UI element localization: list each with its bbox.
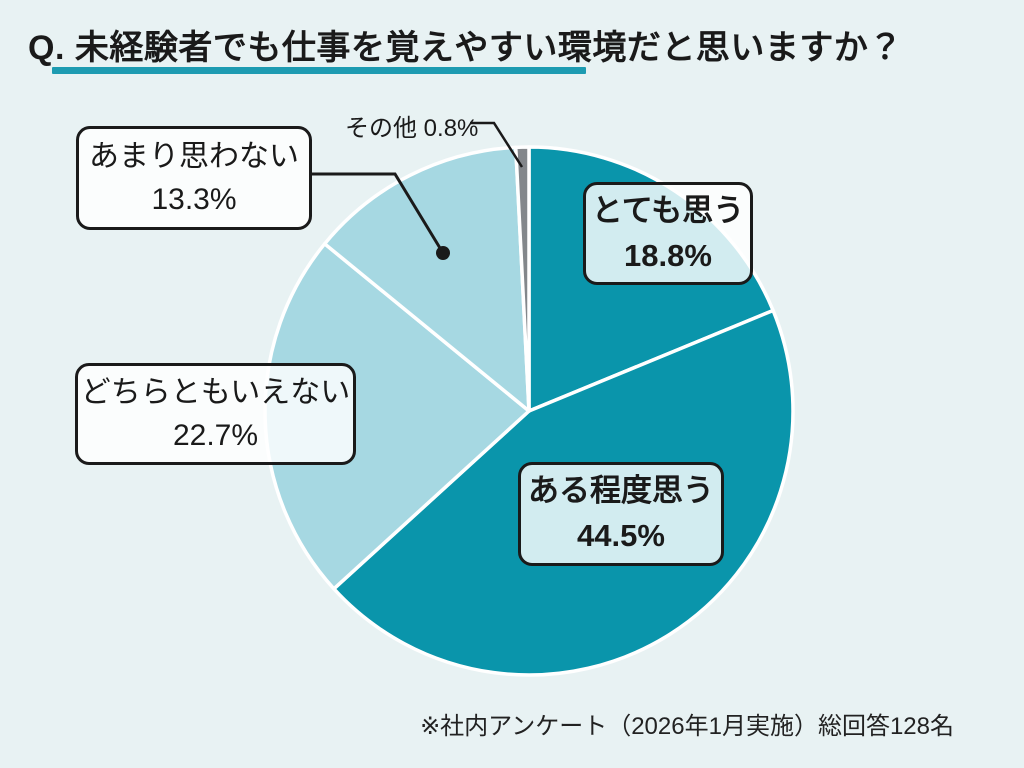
callout-dochiratomo-ienai: どちらともいえない 22.7% <box>75 363 356 465</box>
callout-value: 22.7% <box>172 419 259 452</box>
callout-amari-omowanai: あまり思わない 13.3% <box>76 126 312 230</box>
leader-line-amari <box>312 172 445 254</box>
title-accent-underline <box>52 67 586 74</box>
callout-value: 18.8% <box>624 237 712 273</box>
page-title: Q. 未経験者でも仕事を覚えやすい環境だと思いますか？ <box>28 29 903 67</box>
leader-line-sonota <box>470 121 524 168</box>
sonota-text: その他 <box>345 115 417 142</box>
callout-label: あまり思わない <box>89 139 299 173</box>
pie-slice-3 <box>322 145 531 413</box>
label-sonota: その他 0.8% <box>345 108 478 143</box>
callout-label: ある程度思う <box>528 473 714 509</box>
callout-label: とても思う <box>591 192 745 228</box>
sonota-value: 0.8% <box>423 115 479 142</box>
leader-dot-amari <box>436 246 450 260</box>
survey-footnote: ※社内アンケート（2026年1月実施）総回答128名 <box>420 713 954 740</box>
callout-value: 44.5% <box>577 518 665 553</box>
callout-aruteido-omou: ある程度思う 44.5% <box>518 462 724 566</box>
callout-label: どちらともいえない <box>80 375 351 409</box>
callout-totemo-omou: とても思う 18.8% <box>583 182 753 285</box>
callout-value: 13.3% <box>151 183 237 216</box>
pie-slice-4 <box>514 145 531 413</box>
